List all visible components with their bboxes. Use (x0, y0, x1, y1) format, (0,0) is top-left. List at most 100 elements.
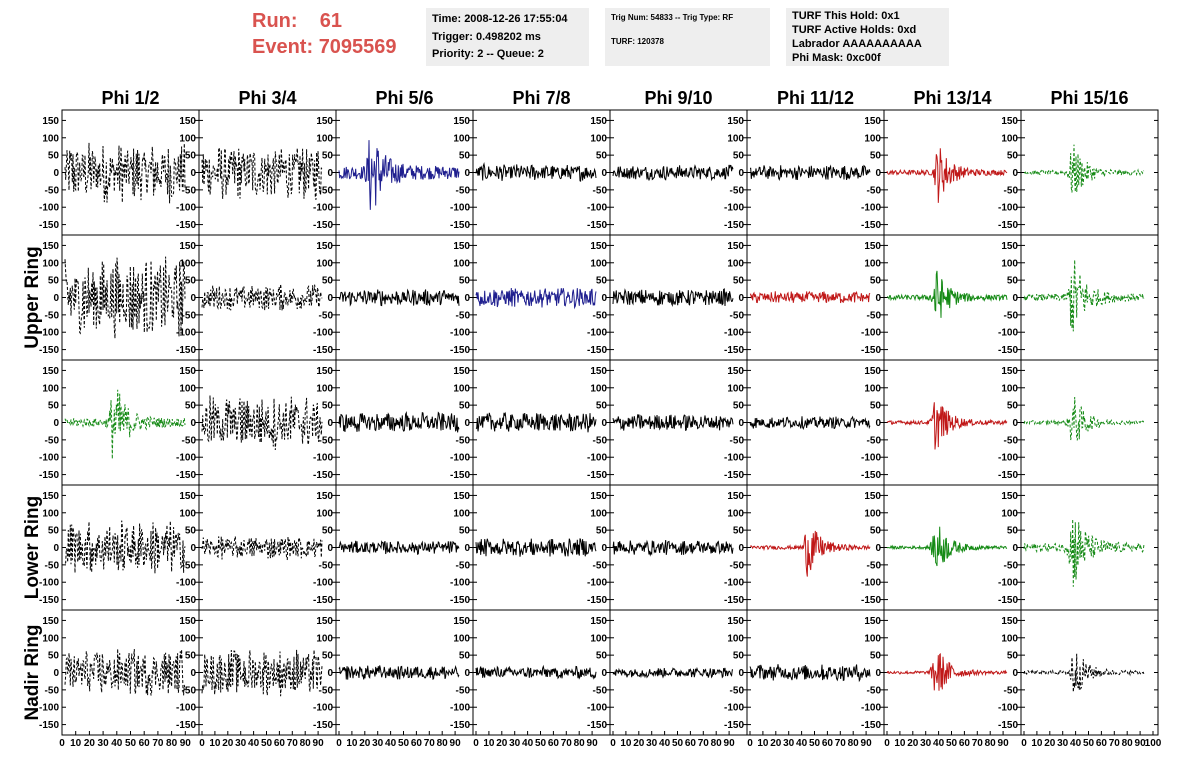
waveform-r5-c6 (749, 664, 871, 683)
y-tick-label: -150 (587, 595, 607, 606)
y-tick-label: 100 (864, 508, 881, 519)
waveform-r3-c2 (201, 395, 323, 451)
y-tick-label: 150 (1001, 116, 1018, 127)
y-tick-label: -50 (182, 185, 197, 196)
y-tick-label: 150 (590, 241, 607, 252)
y-tick-label: 150 (727, 616, 744, 627)
y-tick-label: -100 (39, 578, 59, 589)
x-tick-label: 90 (587, 738, 599, 749)
y-tick-label: 50 (185, 651, 197, 662)
panel-frame-r1-c3 (335, 109, 474, 236)
y-tick-label: 50 (322, 276, 334, 287)
y-tick-label: 150 (42, 491, 59, 502)
column-header-1: Phi 1/2 (101, 88, 159, 108)
x-tick-label: 90 (180, 738, 192, 749)
run-event-block: Run: 61 Event: 7095569 (252, 8, 397, 60)
y-tick-label: 150 (453, 241, 470, 252)
x-tick-label: 40 (111, 738, 123, 749)
y-tick-label: 100 (453, 383, 470, 394)
waveform-r3-c7 (886, 402, 1008, 450)
y-tick-label: -150 (450, 595, 470, 606)
y-tick-label: 0 (190, 293, 196, 304)
y-tick-label: -100 (450, 453, 470, 464)
x-tick-label: 10 (620, 738, 632, 749)
y-tick-label: -50 (867, 185, 882, 196)
x-tick-label: 50 (672, 738, 684, 749)
y-tick-label: -100 (861, 703, 881, 714)
y-tick-label: -100 (587, 453, 607, 464)
column-header-3: Phi 5/6 (375, 88, 433, 108)
waveform-r2-c7 (886, 270, 1008, 318)
column-header-6: Phi 11/12 (777, 88, 854, 108)
y-tick-label: -50 (45, 185, 60, 196)
x-tick-label: 50 (1083, 738, 1095, 749)
y-tick-label: 150 (727, 116, 744, 127)
y-tick-label: -50 (456, 560, 471, 571)
y-tick-label: -150 (861, 470, 881, 481)
y-tick-label: 50 (48, 151, 60, 162)
y-tick-label: 50 (870, 401, 882, 412)
y-tick-label: -150 (450, 345, 470, 356)
x-tick-label: 30 (372, 738, 384, 749)
y-tick-label: 0 (464, 668, 470, 679)
y-tick-label: 150 (453, 116, 470, 127)
y-tick-label: 150 (316, 491, 333, 502)
y-tick-label: -150 (176, 470, 196, 481)
y-tick-label: 0 (738, 293, 744, 304)
y-tick-label: -150 (861, 220, 881, 231)
y-tick-label: 150 (590, 366, 607, 377)
column-header-4: Phi 7/8 (512, 88, 570, 108)
y-tick-label: 100 (727, 258, 744, 269)
y-tick-label: 100 (42, 258, 59, 269)
y-tick-label: 50 (596, 526, 608, 537)
x-tick-label: 80 (574, 738, 586, 749)
x-tick-label: 50 (946, 738, 958, 749)
column-header-2: Phi 3/4 (238, 88, 296, 108)
y-tick-label: 0 (53, 293, 59, 304)
y-tick-label: 50 (733, 651, 745, 662)
y-tick-label: -100 (176, 328, 196, 339)
x-tick-label: 0 (59, 738, 65, 749)
y-tick-label: -50 (593, 560, 608, 571)
x-tick-label: 20 (907, 738, 919, 749)
y-tick-label: 150 (453, 616, 470, 627)
panel-frame-r2-c1 (61, 234, 200, 361)
y-tick-label: 50 (1007, 151, 1019, 162)
x-tick-label: 80 (437, 738, 449, 749)
y-tick-label: -50 (456, 435, 471, 446)
y-tick-label: 150 (316, 616, 333, 627)
waveform-r1-c5 (612, 164, 734, 182)
y-tick-label: 0 (738, 543, 744, 554)
y-tick-label: 0 (53, 668, 59, 679)
waveform-r3-c3 (338, 410, 460, 433)
y-tick-label: 50 (48, 276, 60, 287)
x-tick-label: 30 (509, 738, 521, 749)
y-tick-label: -150 (450, 470, 470, 481)
y-tick-label: 0 (327, 543, 333, 554)
y-tick-label: -100 (998, 453, 1018, 464)
y-tick-label: -50 (730, 435, 745, 446)
y-tick-label: -100 (587, 203, 607, 214)
x-tick-label: 0 (884, 738, 890, 749)
y-tick-label: -50 (1004, 185, 1019, 196)
y-tick-label: 0 (190, 418, 196, 429)
y-tick-label: 100 (179, 633, 196, 644)
y-tick-label: 100 (316, 258, 333, 269)
y-tick-label: 100 (316, 383, 333, 394)
y-tick-label: -150 (724, 220, 744, 231)
y-tick-label: 150 (1001, 491, 1018, 502)
y-tick-label: 100 (727, 133, 744, 144)
waveform-r4-c5 (612, 539, 734, 557)
waveform-r5-c5 (612, 666, 734, 679)
y-tick-label: -100 (724, 703, 744, 714)
y-tick-label: 100 (179, 258, 196, 269)
y-tick-label: -100 (39, 203, 59, 214)
waveform-r5-c2 (201, 649, 323, 697)
y-tick-label: -150 (176, 220, 196, 231)
y-tick-label: -50 (593, 685, 608, 696)
x-tick-label: 20 (770, 738, 782, 749)
x-tick-label: 30 (646, 738, 658, 749)
y-tick-label: -100 (313, 578, 333, 589)
x-tick-label: 70 (287, 738, 299, 749)
y-tick-label: 100 (727, 383, 744, 394)
